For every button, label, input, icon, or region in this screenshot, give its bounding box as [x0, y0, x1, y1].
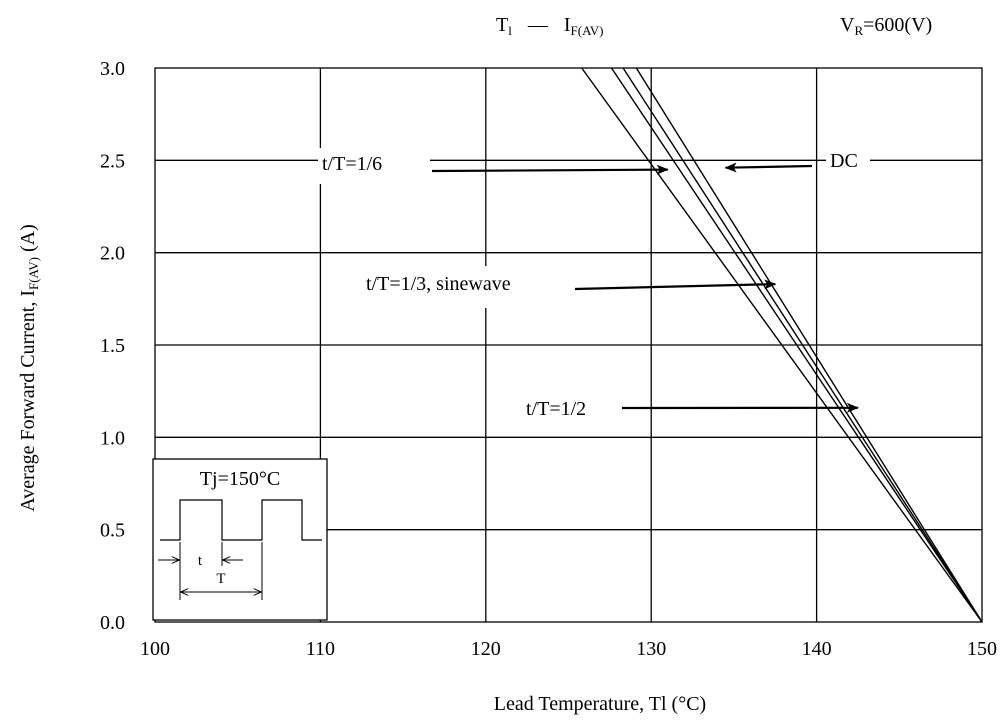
y-axis-label: Average Forward Current, IF(AV) (A)	[17, 224, 41, 512]
x-tick-label: 100	[140, 638, 170, 660]
y-axis-label-sub: F(AV)	[26, 257, 41, 290]
condition-sub: R	[854, 23, 863, 38]
y-tick-label: 2.0	[100, 243, 125, 265]
arrow-dc	[724, 162, 813, 173]
series-line-1	[610, 67, 983, 623]
title-main-sub: l	[508, 23, 512, 38]
label-t-1-6: t/T=1/6	[322, 153, 382, 175]
tick-labels: 100 110 120 130 140 150 0.0 0.5 1.0 1.5 2.0 2.5 3.0	[100, 58, 997, 660]
x-tick-label: 150	[967, 638, 997, 660]
arrow-t-1-3	[574, 279, 777, 291]
plot-frame	[154, 67, 983, 623]
y-tick-label: 2.5	[100, 150, 125, 172]
title-current-sub: F(AV)	[571, 23, 604, 38]
label-t-1-2: t/T=1/2	[526, 398, 586, 420]
y-tick-label: 3.0	[100, 58, 125, 80]
y-tick-label: 0.0	[100, 612, 125, 634]
series-line-2	[622, 67, 983, 623]
condition-prefix: V	[840, 14, 855, 36]
label-bg-dc	[826, 148, 870, 174]
series-line-0	[581, 67, 983, 623]
y-tick-label: 0.5	[100, 520, 125, 542]
y-tick-label: 1.5	[100, 335, 125, 357]
label-bg-1-3	[362, 266, 572, 308]
label-dc: DC	[830, 150, 858, 172]
inset-period-label: T	[216, 571, 225, 587]
condition-label: VR=600(V)	[840, 14, 932, 38]
series-line-3	[635, 67, 983, 623]
x-tick-label: 130	[636, 638, 666, 660]
title-current: I	[564, 14, 571, 36]
label-bg-1-2	[522, 393, 618, 423]
y-tick-label: 1.0	[100, 427, 125, 449]
title-main: T	[496, 14, 508, 36]
label-t-1-3: t/T=1/3, sinewave	[366, 273, 511, 295]
series-lines	[581, 67, 983, 623]
x-tick-label: 140	[802, 638, 832, 660]
x-tick-label: 120	[471, 638, 501, 660]
y-axis-label-suffix: (A)	[17, 224, 39, 257]
pulse-waveform	[160, 499, 322, 541]
condition-suffix: =600(V)	[863, 14, 932, 36]
label-bg-1-6	[318, 148, 430, 184]
inset-t-label: t	[198, 553, 203, 569]
x-axis-label: Lead Temperature, Tl (°C)	[494, 693, 706, 715]
annotations: t/T=1/6 DC t/T=1/3, sinewave t/T=1/2	[318, 148, 870, 423]
y-axis-label-prefix: Average Forward Current, I	[17, 290, 39, 512]
inset-tj-label: Tj=150°C	[200, 468, 280, 490]
title-dash: —	[527, 14, 549, 36]
inset-pulse-diagram: Tj=150°C t T	[152, 458, 328, 621]
arrow-t-1-6	[431, 164, 669, 175]
chart-title: Tl — IF(AV)	[496, 14, 604, 38]
x-tick-label: 110	[306, 638, 335, 660]
